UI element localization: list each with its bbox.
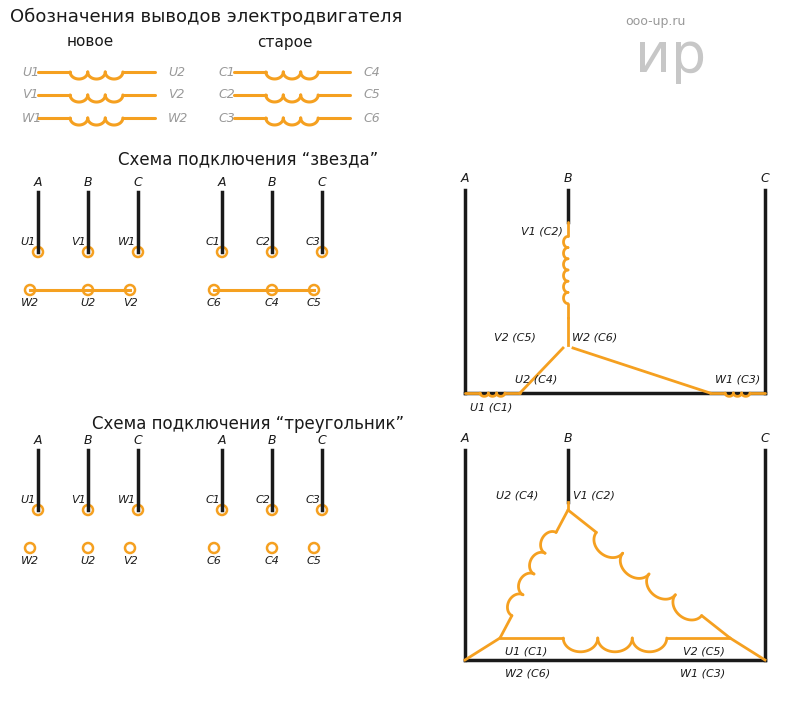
Text: C3: C3 [305, 237, 320, 247]
Text: V2 (C5): V2 (C5) [494, 332, 536, 342]
Text: V1: V1 [71, 237, 86, 247]
Text: U2 (C4): U2 (C4) [496, 490, 538, 500]
Text: W1: W1 [118, 237, 136, 247]
Text: B: B [564, 432, 572, 444]
Text: W2: W2 [21, 556, 39, 566]
Text: C5: C5 [363, 89, 380, 101]
Text: V2: V2 [122, 298, 138, 308]
Text: B: B [84, 434, 92, 446]
Text: W1: W1 [22, 111, 42, 125]
Text: B: B [268, 434, 276, 446]
Text: V2: V2 [122, 556, 138, 566]
Text: C1: C1 [218, 65, 234, 79]
Text: C6: C6 [206, 556, 222, 566]
Text: U1: U1 [21, 237, 36, 247]
Text: A: A [461, 172, 470, 184]
Text: B: B [268, 175, 276, 189]
Text: V1 (C2): V1 (C2) [521, 227, 563, 237]
Text: W1: W1 [118, 495, 136, 505]
Text: Обозначения выводов электродвигателя: Обозначения выводов электродвигателя [10, 8, 402, 26]
Text: C3: C3 [218, 111, 234, 125]
Text: C4: C4 [363, 65, 380, 79]
Text: W2: W2 [168, 111, 188, 125]
Text: V1: V1 [71, 495, 86, 505]
Text: A: A [34, 434, 42, 446]
Text: A: A [218, 175, 226, 189]
Text: U2 (C4): U2 (C4) [515, 374, 558, 384]
Text: U1: U1 [21, 495, 36, 505]
Text: ир: ир [635, 30, 706, 84]
Text: V1 (C2): V1 (C2) [573, 490, 615, 500]
Text: C4: C4 [265, 556, 279, 566]
Text: Схема подключения “треугольник”: Схема подключения “треугольник” [92, 415, 404, 433]
Text: U2: U2 [168, 65, 185, 79]
Text: W2 (C6): W2 (C6) [572, 332, 618, 342]
Text: B: B [84, 175, 92, 189]
Text: U1: U1 [22, 65, 39, 79]
Text: C2: C2 [218, 89, 234, 101]
Text: B: B [564, 172, 572, 184]
Text: C1: C1 [205, 237, 220, 247]
Text: C5: C5 [306, 556, 322, 566]
Text: C2: C2 [255, 495, 270, 505]
Text: U2: U2 [80, 298, 96, 308]
Text: C1: C1 [205, 495, 220, 505]
Text: C: C [134, 434, 142, 446]
Text: C4: C4 [265, 298, 279, 308]
Text: U2: U2 [80, 556, 96, 566]
Text: V2 (C5): V2 (C5) [683, 647, 725, 657]
Text: W2: W2 [21, 298, 39, 308]
Text: U1 (C1): U1 (C1) [505, 647, 547, 657]
Text: C: C [761, 172, 770, 184]
Text: ooo-up.ru: ooo-up.ru [625, 15, 686, 28]
Text: C: C [761, 432, 770, 444]
Text: C: C [318, 175, 326, 189]
Text: новое: новое [66, 34, 114, 49]
Text: C3: C3 [305, 495, 320, 505]
Text: A: A [218, 434, 226, 446]
Text: C5: C5 [306, 298, 322, 308]
Text: W2 (C6): W2 (C6) [505, 669, 550, 679]
Text: старое: старое [258, 34, 313, 49]
Text: V1: V1 [22, 89, 38, 101]
Text: C: C [318, 434, 326, 446]
Text: C: C [134, 175, 142, 189]
Text: A: A [461, 432, 470, 444]
Text: C2: C2 [255, 237, 270, 247]
Text: W1 (C3): W1 (C3) [680, 669, 725, 679]
Text: Схема подключения “звезда”: Схема подключения “звезда” [118, 150, 378, 168]
Text: A: A [34, 175, 42, 189]
Text: U1 (C1): U1 (C1) [470, 402, 512, 412]
Text: C6: C6 [206, 298, 222, 308]
Text: W1 (C3): W1 (C3) [715, 374, 760, 384]
Text: C6: C6 [363, 111, 380, 125]
Text: V2: V2 [168, 89, 185, 101]
